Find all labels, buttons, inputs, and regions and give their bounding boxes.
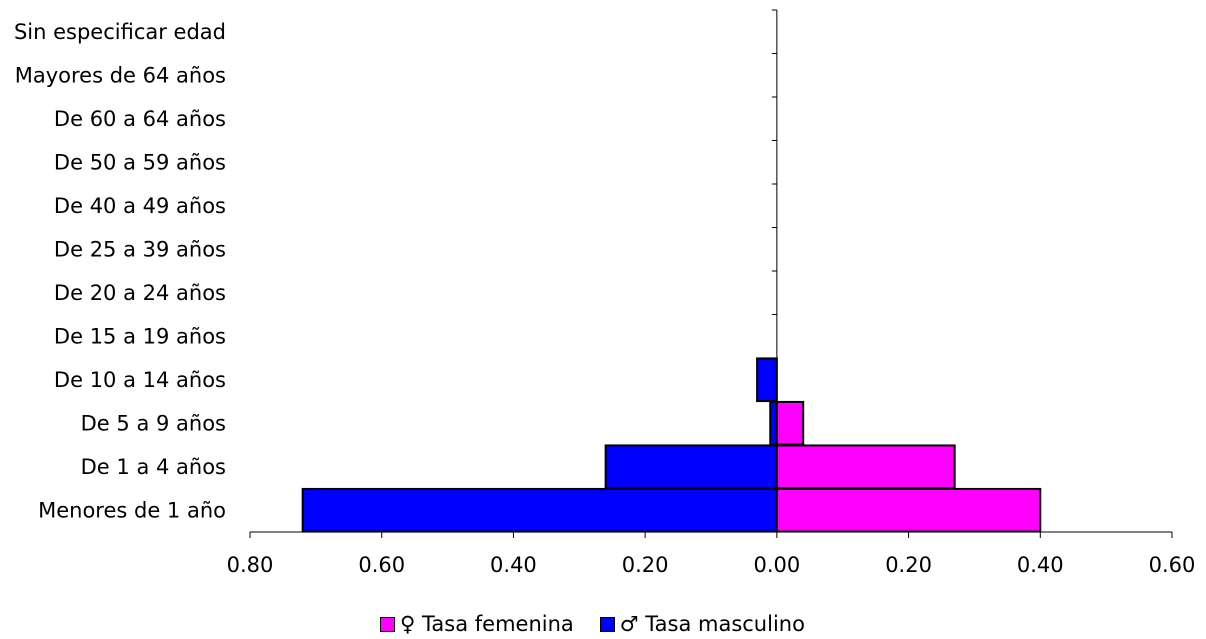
x-tick-label: 0.80 <box>227 553 274 577</box>
x-tick-label: 0.40 <box>490 553 537 577</box>
category-label: De 1 a 4 años <box>81 455 226 479</box>
legend-label-male: ♂ Tasa masculino <box>619 612 805 636</box>
chart-plot: 0.80 0.60 0.40 0.20 0.00 0.20 0.40 0.60 Menores … <box>14 9 1196 577</box>
category-label: De 10 a 14 años <box>54 368 226 392</box>
legend-item-male: ♂ Tasa masculino <box>599 612 805 636</box>
legend-swatch-female <box>380 616 395 632</box>
bar-male-3 <box>756 357 778 403</box>
legend-swatch-male <box>599 616 615 632</box>
category-label: De 15 a 19 años <box>54 324 226 348</box>
category-label: Sin especificar edad <box>14 20 226 44</box>
bar-male-0 <box>301 487 778 533</box>
bar-female-2 <box>775 400 805 446</box>
bar-female-0 <box>775 487 1042 533</box>
legend-item-female: ♀ Tasa femenina <box>380 612 574 636</box>
bar-male-2 <box>769 400 778 446</box>
category-label: De 25 a 39 años <box>54 237 226 261</box>
chart-legend: ♀ Tasa femenina ♂ Tasa masculino <box>380 611 805 637</box>
x-tick-label: 0.60 <box>358 553 405 577</box>
category-label: Menores de 1 año <box>38 498 226 522</box>
category-label: De 60 a 64 años <box>54 107 226 131</box>
x-tick-label: 0.00 <box>753 553 800 577</box>
category-label: De 40 a 49 años <box>54 194 226 218</box>
bar-female-1 <box>775 444 956 490</box>
legend-label-female: ♀ Tasa femenina <box>400 612 574 636</box>
bar-male-1 <box>604 444 778 490</box>
bars <box>301 357 1042 533</box>
category-label: De 20 a 24 años <box>54 281 226 305</box>
category-label: De 50 a 59 años <box>54 150 226 174</box>
x-tick-label: 0.40 <box>1017 553 1064 577</box>
x-tick-label: 0.20 <box>885 553 932 577</box>
x-tick-label: 0.20 <box>622 553 669 577</box>
x-tick-label: 0.60 <box>1149 553 1196 577</box>
category-label: Mayores de 64 años <box>15 63 226 87</box>
category-label: De 5 a 9 años <box>81 411 226 435</box>
